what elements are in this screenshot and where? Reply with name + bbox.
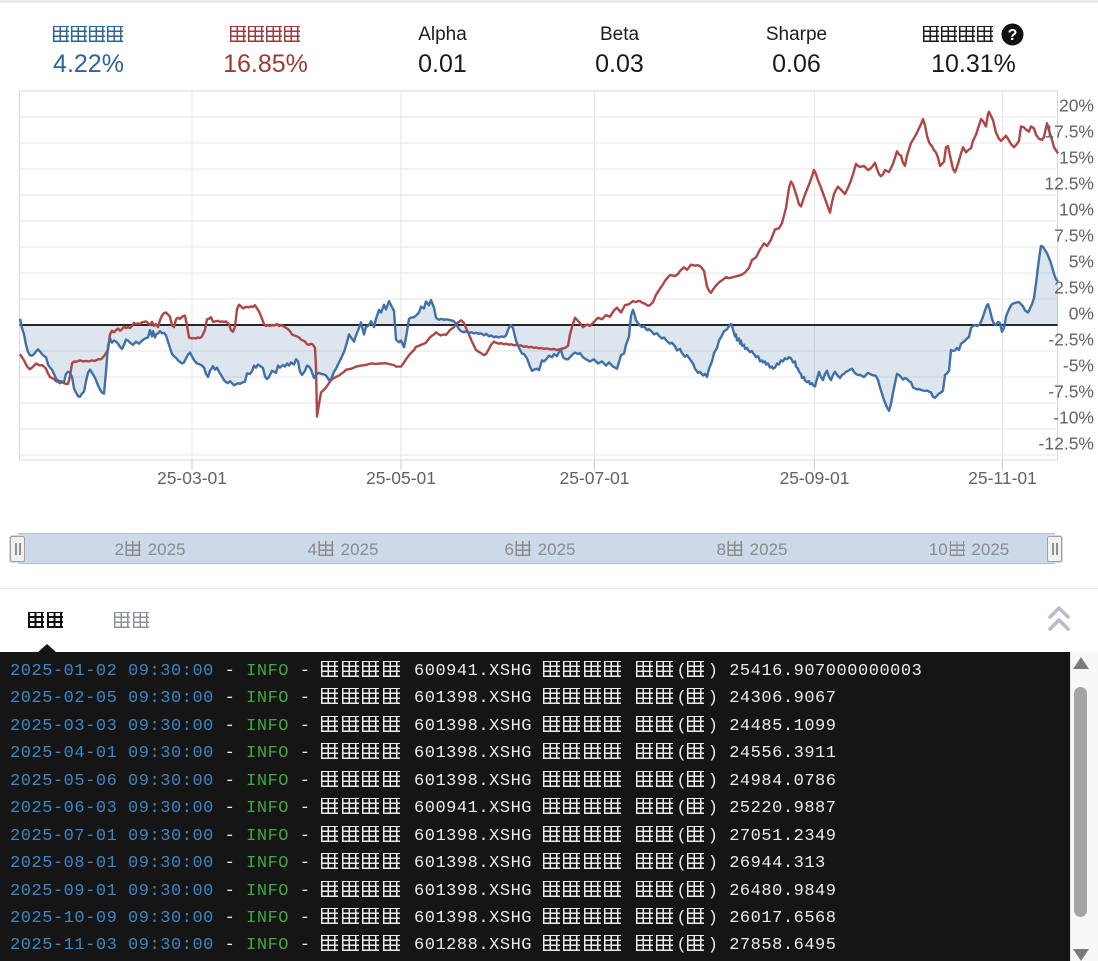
svg-text:?: ?	[1007, 27, 1017, 44]
svg-text:-10%: -10%	[1053, 408, 1094, 428]
svg-text:15%: 15%	[1059, 148, 1094, 168]
svg-text:-7.5%: -7.5%	[1048, 382, 1094, 402]
svg-text:5%: 5%	[1069, 252, 1094, 272]
svg-text:25-03-01: 25-03-01	[157, 468, 227, 488]
svg-text:-2.5%: -2.5%	[1048, 330, 1094, 350]
svg-text:12.5%: 12.5%	[1044, 174, 1094, 194]
svg-text:20%: 20%	[1059, 96, 1094, 116]
svg-text:17.5%: 17.5%	[1044, 122, 1094, 142]
svg-text:7.5%: 7.5%	[1054, 226, 1094, 246]
svg-text:0%: 0%	[1069, 304, 1094, 324]
svg-text:25-09-01: 25-09-01	[779, 468, 849, 488]
svg-text:10%: 10%	[1059, 200, 1094, 220]
svg-text:2.5%: 2.5%	[1054, 278, 1094, 298]
svg-text:25-05-01: 25-05-01	[366, 468, 436, 488]
svg-text:25-11-01: 25-11-01	[968, 468, 1037, 488]
svg-text:-5%: -5%	[1063, 356, 1094, 376]
svg-text:-12.5%: -12.5%	[1039, 434, 1094, 454]
svg-text:25-07-01: 25-07-01	[559, 468, 629, 488]
